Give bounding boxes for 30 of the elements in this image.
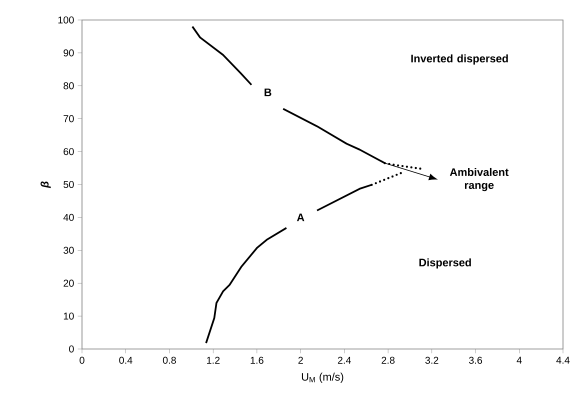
x-tick-label: 4.4 <box>556 356 570 364</box>
annotation: Dispersed <box>419 258 471 269</box>
x-tick-label: 2 <box>298 356 303 364</box>
y-tick-label: 0 <box>69 345 74 353</box>
y-tick-label: 70 <box>64 115 74 122</box>
y-tick-label: 50 <box>64 180 74 188</box>
y-tick-label: 20 <box>64 280 74 287</box>
y-tick-label: 40 <box>63 214 74 221</box>
x-tick-label: 0 <box>80 356 84 364</box>
y-tick-label: 30 <box>64 246 74 254</box>
x-tick-label: 1.6 <box>250 356 264 364</box>
x-tick-label: 0.4 <box>119 356 132 364</box>
y-tick-label: 10 <box>64 312 74 320</box>
x-tick-label: 0.8 <box>162 356 176 364</box>
x-tick-label: 1.2 <box>207 356 220 364</box>
y-tick-label: 90 <box>64 49 74 56</box>
y-tick-label: 100 <box>58 16 74 24</box>
x-axis-title: U$_{M}$ (m/s) <box>302 372 344 383</box>
x-tick-label: 2.8 <box>382 356 395 364</box>
x-tick-label: 2.4 <box>338 356 351 364</box>
y-tick-label: 80 <box>64 82 74 90</box>
annotation: A <box>296 214 304 222</box>
annotation: Inverted dispersed <box>411 54 508 65</box>
x-tick-label: 3.6 <box>469 356 482 364</box>
y-axis-title: β <box>40 181 51 188</box>
annotation: Ambivalent range <box>450 168 509 192</box>
annotation: B <box>264 88 272 96</box>
y-tick-label: 60 <box>64 148 74 156</box>
x-tick-label: 4 <box>516 356 522 364</box>
x-tick-label: 3.2 <box>425 356 438 364</box>
